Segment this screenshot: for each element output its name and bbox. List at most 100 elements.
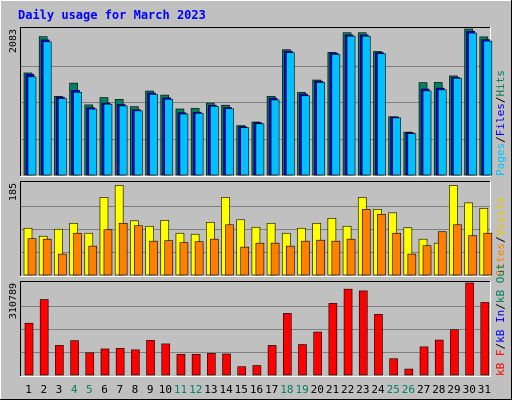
x-tick-label-day-21: 21 [326, 383, 339, 396]
bar-sites-day-16 [255, 242, 265, 276]
bar-kb-f-day-11 [176, 353, 186, 376]
bar-kb-f-day-20 [313, 331, 322, 376]
y-max-label: 2083 [8, 29, 19, 53]
bar-pages-day-9 [149, 94, 158, 176]
x-tick-label-day-9: 9 [147, 383, 154, 396]
x-tick-label-day-5: 5 [86, 383, 93, 396]
bar-pages-day-23 [361, 35, 371, 176]
bar-kb-f-day-28 [434, 339, 444, 376]
bar-sites-day-13 [210, 238, 219, 276]
series-name-sites: Sites [494, 243, 507, 276]
x-tick-label-day-1: 1 [25, 383, 32, 396]
separator: / [494, 236, 507, 243]
bar-pages-day-28 [437, 89, 447, 176]
bar-pages-day-21 [331, 54, 341, 176]
bar-pages-day-31 [483, 40, 493, 176]
x-tick-label-day-4: 4 [71, 383, 78, 396]
bar-kb-f-day-4 [70, 340, 79, 376]
bar-kb-f-day-21 [328, 303, 338, 376]
bar-sites-day-23 [361, 209, 371, 276]
series-label-visits-sites: Sites/Visits [494, 197, 507, 277]
bar-kb-f-day-18 [282, 313, 292, 376]
bar-kb-f-day-23 [358, 290, 368, 376]
bar-sites-day-4 [73, 232, 82, 276]
bar-sites-day-28 [437, 231, 447, 276]
panels: 2083 185 310789 [8, 27, 493, 377]
bar-sites-day-2 [42, 238, 52, 276]
bar-pages-day-1 [27, 76, 37, 176]
x-tick-label-day-13: 13 [204, 383, 217, 396]
x-tick-label-day-25: 25 [387, 383, 400, 396]
bar-pages-day-2 [42, 41, 52, 176]
series-name-files: Files [494, 103, 507, 136]
bar-kb-f-day-29 [450, 329, 459, 376]
series-name-hits: Hits [494, 70, 507, 97]
bar-pages-day-5 [88, 108, 98, 176]
bar-kb-f-day-16 [252, 365, 262, 376]
bar-kb-f-day-10 [161, 343, 171, 376]
bar-sites-day-3 [58, 253, 67, 276]
bar-kb-f-day-24 [374, 314, 383, 376]
bar-kb-f-day-31 [480, 302, 490, 376]
bar-sites-day-5 [88, 245, 98, 276]
x-tick-label-day-28: 28 [432, 383, 445, 396]
y-max-label: 185 [8, 183, 19, 201]
bar-pages-day-4 [73, 91, 82, 176]
bar-kb-f-day-9 [146, 340, 155, 376]
bar-kb-f-day-25 [389, 358, 398, 376]
bar-kb-f-day-7 [115, 348, 125, 376]
x-axis-day-labels: 1 2 3 4 5 6 7 8 9 10 11 12 13 14 15 16 17 18 19 20 21 22 23 24 2… [25, 383, 491, 396]
bar-sites-day-10 [164, 240, 174, 276]
bar-kb-f-day-5 [85, 352, 95, 376]
bar-kb-f-day-12 [191, 353, 201, 376]
bar-sites-day-18 [285, 245, 295, 276]
bar-sites-day-30 [468, 235, 477, 276]
bar-sites-day-19 [301, 240, 310, 276]
separator: / [494, 303, 507, 310]
separator: / [494, 343, 507, 350]
bar-kb-f-day-27 [419, 346, 429, 376]
bar-pages-day-11 [179, 113, 189, 176]
bar-pages-day-14 [225, 108, 234, 176]
bar-pages-day-29 [453, 77, 462, 176]
bar-sites-day-15 [240, 246, 250, 276]
bar-kb-f-day-3 [55, 345, 64, 376]
bar-pages-day-20 [316, 82, 325, 176]
bar-sites-day-6 [103, 229, 113, 276]
bar-pages-day-19 [301, 95, 310, 176]
bar-kb-f-day-1 [24, 322, 34, 376]
bar-pages-day-30 [468, 32, 477, 176]
bar-sites-day-21 [331, 240, 341, 276]
y-max-label: 310789 [8, 283, 19, 319]
bar-pages-day-27 [422, 90, 432, 176]
bar-pages-day-15 [240, 127, 250, 176]
chart-title: Daily usage for March 2023 [18, 8, 206, 22]
bar-pages-day-22 [346, 35, 356, 176]
x-tick-label-day-3: 3 [56, 383, 63, 396]
bar-sites-day-20 [316, 239, 325, 276]
x-tick-label-day-15: 15 [235, 383, 248, 396]
series-name-kb-out: kB Out [494, 263, 507, 303]
bar-kb-f-day-6 [100, 348, 110, 376]
x-tick-label-day-16: 16 [250, 383, 263, 396]
bar-pages-day-13 [210, 106, 219, 176]
x-tick-label-day-27: 27 [417, 383, 430, 396]
bar-sites-day-11 [179, 242, 189, 276]
bar-pages-day-3 [58, 98, 67, 176]
x-tick-label-day-14: 14 [219, 383, 233, 396]
panel-kb: 310789 [8, 281, 491, 377]
x-tick-label-day-26: 26 [402, 383, 415, 396]
x-tick-label-day-7: 7 [116, 383, 123, 396]
separator: / [494, 97, 507, 104]
bar-kb-f-day-2 [39, 299, 49, 376]
x-tick-label-day-29: 29 [447, 383, 460, 396]
bar-pages-day-17 [270, 99, 280, 176]
bar-sites-day-12 [194, 241, 204, 276]
bar-sites-day-22 [346, 238, 356, 276]
bar-pages-day-18 [285, 52, 295, 176]
bar-pages-day-12 [194, 113, 204, 176]
series-name-pages: Pages [494, 143, 507, 176]
x-tick-label-day-24: 24 [371, 383, 385, 396]
